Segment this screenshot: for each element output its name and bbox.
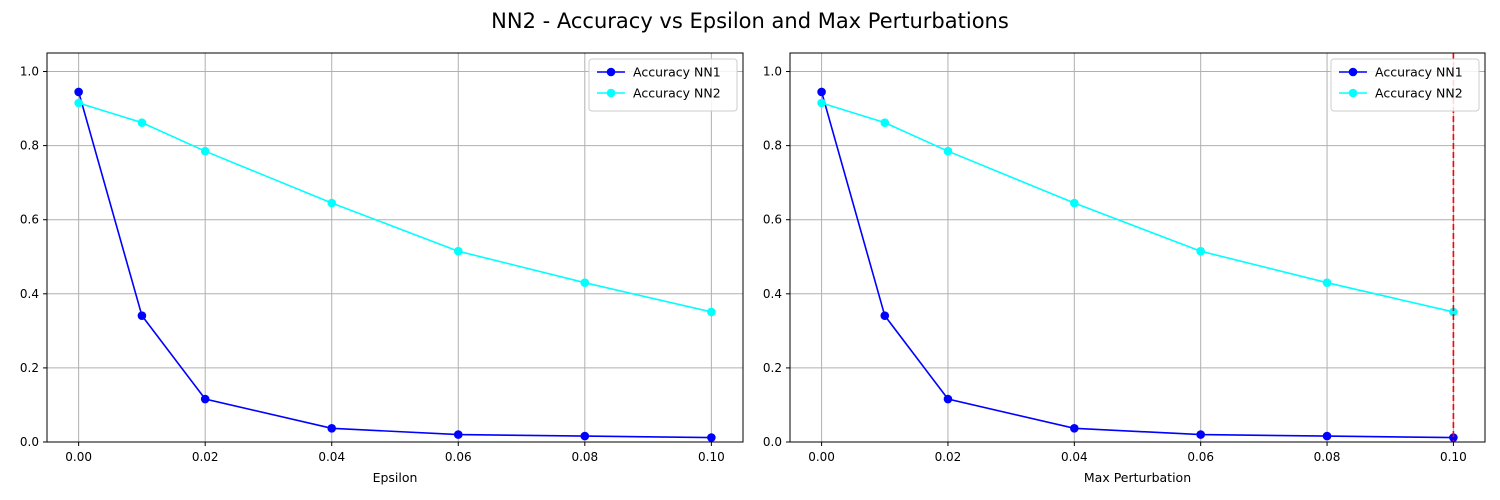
- y-tick-label: 1.0: [763, 65, 782, 79]
- data-point: [453, 246, 463, 256]
- data-point: [1322, 431, 1332, 441]
- data-point: [817, 98, 826, 108]
- data-point: [1449, 433, 1458, 442]
- legend-marker: [606, 67, 616, 77]
- y-tick-label: 0.0: [20, 435, 39, 449]
- x-tick-label: 0.04: [1061, 450, 1088, 464]
- data-point: [707, 307, 716, 317]
- y-tick-label: 1.0: [20, 65, 39, 79]
- data-point: [1449, 307, 1458, 317]
- data-point: [580, 278, 590, 287]
- data-point: [707, 433, 716, 442]
- y-tick-label: 0.2: [20, 361, 39, 375]
- data-point: [880, 311, 890, 320]
- legend-label: Accuracy NN1: [1375, 65, 1463, 80]
- x-tick-label: 0.10: [1440, 450, 1467, 464]
- series-line-2: [821, 102, 1454, 313]
- legend-box: [588, 58, 738, 112]
- legend-marker: [606, 88, 616, 98]
- y-tick-label: 0.6: [20, 213, 39, 227]
- y-tick-label: 0.4: [763, 287, 782, 301]
- data-point: [74, 87, 83, 97]
- data-point: [327, 198, 337, 208]
- legend-label: Accuracy NN2: [1375, 86, 1463, 101]
- legend-marker: [1348, 88, 1358, 98]
- y-tick-label: 0.4: [20, 287, 39, 301]
- x-tick-label: 0.10: [698, 450, 725, 464]
- data-point: [1196, 246, 1205, 256]
- y-tick-label: 0.8: [20, 139, 39, 153]
- x-tick-label: 0.06: [445, 450, 472, 464]
- data-point: [943, 394, 953, 404]
- series-line-1: [77, 91, 712, 439]
- series-line-1: [820, 91, 1454, 439]
- legend-label: Accuracy NN2: [633, 86, 721, 101]
- figure-title: NN2 - Accuracy vs Epsilon and Max Pertur…: [491, 9, 1009, 33]
- x-tick-label: 0.06: [1187, 450, 1214, 464]
- data-point: [200, 146, 210, 156]
- data-point: [327, 423, 337, 433]
- subplot-1: 0.00 0.02 0.04 0.06 0.08 0.10 0.0 0.2 0.4 0.6 0.8 1…: [20, 52, 744, 485]
- y-tick-label: 0.6: [763, 213, 782, 227]
- legend-marker: [1348, 67, 1358, 77]
- x-tick-label: 0.08: [1314, 450, 1341, 464]
- data-point: [200, 394, 210, 404]
- axes-frame: [46, 52, 744, 443]
- data-point: [1196, 430, 1205, 439]
- legend: Accuracy NN1 Accuracy NN2: [1330, 58, 1480, 112]
- data-point: [1322, 278, 1332, 287]
- data-point: [137, 311, 147, 320]
- y-tick-label: 0.8: [763, 139, 782, 153]
- subplot-2: 0.00 0.02 0.04 0.06 0.08 0.10 0.0 0.2 0.4 0.6 0.8 1…: [763, 52, 1486, 485]
- data-point: [943, 146, 953, 156]
- x-tick-label: 0.02: [192, 450, 219, 464]
- data-point: [1070, 423, 1079, 433]
- x-tick-label: 0.02: [935, 450, 962, 464]
- data-point: [453, 430, 463, 439]
- x-tick-label: 0.00: [65, 450, 92, 464]
- x-tick-label: 0.00: [808, 450, 835, 464]
- legend-label: Accuracy NN1: [633, 65, 721, 80]
- data-point: [137, 118, 147, 127]
- y-tick-label: 0.2: [763, 361, 782, 375]
- x-tick-label: 0.04: [318, 450, 345, 464]
- x-axis-label: Max Perturbation: [1084, 470, 1191, 485]
- axes-frame: [789, 52, 1486, 443]
- y-tick-label: 0.0: [763, 435, 782, 449]
- data-point: [1070, 198, 1079, 208]
- x-axis-label: Epsilon: [373, 470, 418, 485]
- data-point: [580, 431, 590, 441]
- data-point: [74, 98, 83, 108]
- data-point: [817, 87, 826, 97]
- series-line-2: [78, 102, 712, 313]
- legend-box: [1330, 58, 1480, 112]
- x-tick-label: 0.08: [571, 450, 598, 464]
- data-point: [880, 118, 890, 127]
- legend: Accuracy NN1 Accuracy NN2: [588, 58, 738, 112]
